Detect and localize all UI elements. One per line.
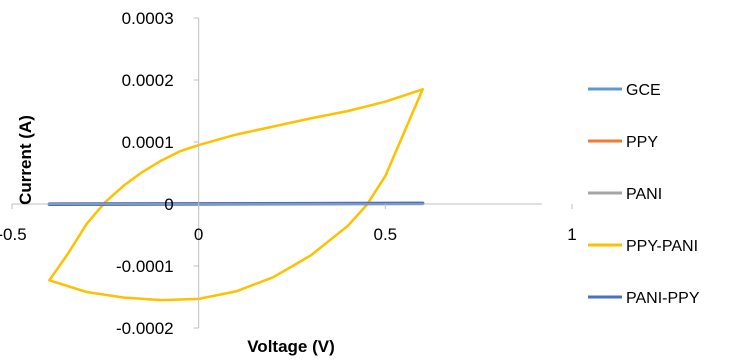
x-tick-label: 0.5 <box>374 225 398 244</box>
legend-label: PANI-PPY <box>626 290 700 307</box>
series-line-ppy-pani <box>48 88 424 302</box>
legend-label: PANI <box>626 186 662 203</box>
x-tick-label: 0 <box>194 225 203 244</box>
axes-layer: 0.0003 0.0002 0.0001 0 -0.0001 -0.0002 -0.5 0 0.… <box>0 9 577 338</box>
legend-label: PPY-PANI <box>626 238 698 255</box>
legend-label: PPY <box>626 134 658 151</box>
y-axis-title: Current (A) <box>16 115 35 205</box>
x-tick-label: -0.5 <box>0 225 27 244</box>
y-tick-label: 0 <box>164 195 173 214</box>
legend: GCE PPY PANI PPY-PANI PANI-PPY <box>588 82 700 307</box>
x-axis-title: Voltage (V) <box>247 337 335 356</box>
y-tick-label: 0.0002 <box>122 71 174 90</box>
y-tick-label: 0.0003 <box>122 9 174 28</box>
legend-label: GCE <box>626 82 661 99</box>
series-layer <box>47 88 425 302</box>
x-tick-label: 1 <box>567 225 576 244</box>
y-tick-label: -0.0001 <box>116 257 174 276</box>
y-tick-label: 0.0001 <box>122 133 174 152</box>
y-tick-label: -0.0002 <box>116 319 174 338</box>
